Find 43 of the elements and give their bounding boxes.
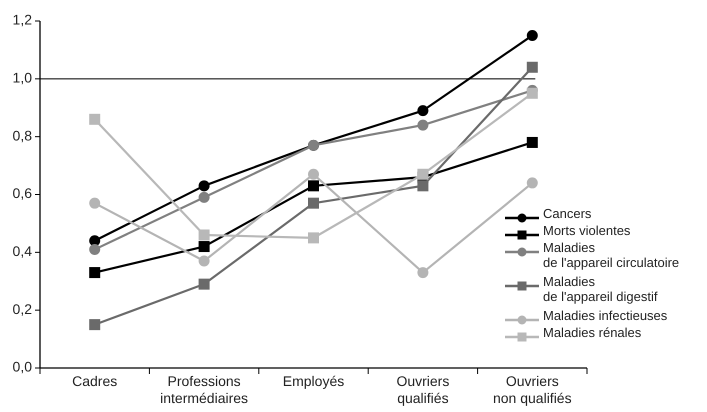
point bbox=[308, 198, 319, 209]
y-tick-label: 0,2 bbox=[12, 300, 32, 317]
y-tick-label: 0,0 bbox=[12, 358, 32, 375]
point bbox=[526, 30, 538, 41]
point bbox=[198, 256, 210, 267]
point bbox=[417, 168, 428, 180]
x-tick-label: Professions intermédiaires bbox=[160, 373, 248, 406]
y-tick-label: 1,0 bbox=[12, 70, 32, 86]
y-tick-label: 0,6 bbox=[12, 185, 32, 202]
point bbox=[308, 180, 319, 192]
point bbox=[417, 105, 428, 116]
y-tick-label: 0,8 bbox=[12, 127, 32, 144]
legend-label: Maladies de l'appareil digestif bbox=[543, 274, 658, 304]
point bbox=[308, 168, 319, 180]
point bbox=[89, 244, 100, 255]
point bbox=[308, 232, 319, 244]
point bbox=[198, 278, 210, 290]
point bbox=[198, 192, 210, 203]
y-tick-label: 1,2 bbox=[12, 12, 32, 28]
x-tick-label: Cadres bbox=[72, 373, 118, 389]
x-tick-label: Ouvriers qualifiés bbox=[396, 373, 450, 406]
point bbox=[526, 62, 538, 73]
point bbox=[89, 319, 100, 330]
point bbox=[89, 198, 100, 209]
point bbox=[526, 177, 538, 188]
x-tick-label: Employés bbox=[282, 373, 344, 389]
point bbox=[526, 88, 538, 99]
legend-label: Maladies infectieuses bbox=[543, 308, 668, 324]
point bbox=[526, 136, 538, 148]
legend-label: Maladies rénales bbox=[543, 325, 642, 340]
legend-label: Cancers bbox=[543, 206, 592, 222]
point bbox=[198, 229, 210, 240]
point bbox=[417, 267, 428, 278]
legend-label: Maladies de l'appareil circulatoire bbox=[543, 240, 680, 270]
y-tick-label: 0,4 bbox=[12, 243, 32, 260]
point bbox=[198, 241, 210, 252]
point bbox=[417, 120, 428, 131]
legend-label: Morts violentes bbox=[543, 223, 631, 238]
point bbox=[89, 267, 100, 278]
point bbox=[417, 180, 428, 192]
x-tick-label: Ouvriers non qualifiés bbox=[492, 373, 572, 406]
point bbox=[198, 180, 210, 192]
point bbox=[89, 114, 100, 125]
